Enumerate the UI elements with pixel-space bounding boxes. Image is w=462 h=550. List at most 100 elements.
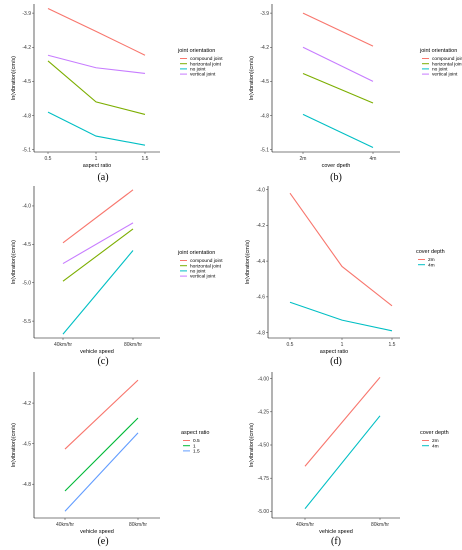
x-tick-label: 1.5 — [142, 156, 149, 162]
y-tick-label: -4.50 — [258, 443, 270, 449]
x-axis-label: aspect ratio — [320, 349, 348, 355]
x-tick-label: 1 — [341, 342, 344, 348]
series-line — [62, 189, 134, 244]
y-tick-label: -3.9 — [260, 11, 269, 17]
x-tick-label: 1 — [95, 156, 98, 162]
y-tick-label: -4.8 — [22, 482, 31, 488]
y-axis-label: ln(vibration)(cm/s) — [245, 240, 251, 284]
x-tick-label: 40km/hr — [54, 342, 72, 348]
legend-label: horizontal joint — [432, 61, 462, 67]
legend-label: 4m — [432, 443, 439, 449]
legend-title: cover depth — [420, 430, 449, 436]
series-line — [289, 301, 393, 332]
x-tick-label: 40km/hr — [56, 522, 74, 528]
legend-title: cover depth — [416, 249, 445, 255]
y-tick-label: -4.5 — [22, 441, 31, 447]
y-tick-label: -4.2 — [22, 401, 31, 407]
series-line — [47, 54, 146, 74]
chart-panel-a: -3.9 -4.2 -4.5 -4.8 -5.1 0.5 1 1.5 aspect ratio l… — [11, 4, 223, 183]
y-tick-label: -5.1 — [260, 147, 269, 153]
y-tick-label: -5.00 — [258, 509, 270, 515]
legend-label: 1 — [193, 443, 196, 449]
y-tick-label: -5.5 — [22, 319, 31, 325]
y-tick-label: -5.0 — [22, 280, 31, 286]
series-line — [304, 376, 381, 467]
legend-label: compound joint — [190, 258, 223, 264]
series-line — [62, 228, 134, 282]
panel-label: (a) — [97, 172, 108, 183]
panel-label: (d) — [330, 356, 342, 367]
chart-panel-b: -3.9 -4.2 -4.5 -4.8 -5.1 2m 4m cover dpeth ln(vi… — [249, 4, 462, 183]
x-axis-label: cover dpeth — [322, 163, 351, 169]
legend-title: joint orientation — [419, 48, 457, 54]
y-tick-label: -3.9 — [22, 11, 31, 17]
series-line — [289, 192, 393, 307]
legend-label: no joint — [190, 269, 206, 275]
panel-label: (f) — [331, 536, 341, 547]
legend-title: joint orientation — [177, 250, 215, 256]
series-line — [302, 72, 374, 104]
x-tick-label: 80km/hr — [129, 522, 147, 528]
legend-label: 0.5 — [193, 438, 200, 444]
x-axis-label: vehicle speed — [80, 349, 114, 355]
y-axis-label: ln(vibration)(cm/s) — [249, 423, 255, 467]
x-tick-label: 4m — [370, 156, 377, 162]
y-axis-label: ln(vibration)(cm/s) — [11, 56, 17, 100]
y-tick-label: -4.00 — [258, 376, 270, 382]
legend-title: joint orientation — [177, 48, 215, 54]
y-tick-label: -4.8 — [22, 113, 31, 119]
y-axis-label: ln(vibration)(cm/s) — [11, 423, 17, 467]
y-tick-label: -4.5 — [260, 79, 269, 85]
series-line — [62, 250, 134, 335]
series-line — [64, 379, 139, 450]
legend-title: aspect ratio — [181, 430, 209, 436]
panel-label: (e) — [97, 536, 108, 547]
y-tick-label: -4.2 — [260, 45, 269, 51]
y-tick-label: -4.4 — [256, 259, 265, 265]
x-tick-label: 80km/hr — [124, 342, 142, 348]
series-line — [302, 113, 374, 148]
y-tick-label: -4.25 — [258, 410, 270, 416]
panel-label: (c) — [97, 356, 108, 367]
legend-label: vertical joint — [190, 274, 216, 280]
series-line — [62, 222, 134, 265]
y-tick-label: -4.0 — [22, 204, 31, 210]
legend-label: vertical joint — [190, 72, 216, 78]
legend-label: vertical joint — [432, 72, 458, 78]
legend-label: horizontal joint — [190, 263, 222, 269]
y-tick-label: -4.8 — [260, 113, 269, 119]
y-tick-label: -4.5 — [22, 242, 31, 248]
y-axis-label: ln(vibration)(cm/s) — [249, 56, 255, 100]
panel-label: (b) — [330, 172, 342, 183]
x-axis-label: aspect ratio — [83, 163, 111, 169]
y-tick-label: -4.5 — [22, 79, 31, 85]
y-tick-label: -4.6 — [256, 295, 265, 301]
x-tick-label: 1.5 — [389, 342, 396, 348]
x-tick-label: 0.5 — [45, 156, 52, 162]
y-tick-label: -4.2 — [256, 223, 265, 229]
x-axis-label: vehicle speed — [80, 529, 114, 535]
legend-label: 2m — [428, 257, 435, 263]
legend-label: 1.5 — [193, 449, 200, 455]
x-axis-label: vehicle speed — [319, 529, 353, 535]
series-line — [47, 8, 146, 56]
y-tick-label: -4.8 — [256, 330, 265, 336]
series-line — [302, 12, 374, 47]
chart-panel-e: -4.2 -4.5 -4.8 40km/hr 80km/hr vehicle speed l… — [11, 372, 209, 547]
series-line — [304, 415, 381, 510]
legend-label: compound joint — [190, 56, 223, 62]
y-tick-label: -4.75 — [258, 476, 270, 482]
chart-panel-d: -4.0 -4.2 -4.4 -4.6 -4.8 0.5 1 1.5 aspect ratio l… — [245, 186, 445, 367]
y-tick-label: -4.2 — [22, 45, 31, 51]
series-line — [64, 432, 139, 512]
legend-label: 2m — [432, 438, 439, 444]
x-tick-label: 0.5 — [287, 342, 294, 348]
series-line — [47, 60, 146, 115]
y-tick-label: -4.0 — [256, 187, 265, 193]
legend-label: 4m — [428, 262, 435, 268]
x-tick-label: 80km/hr — [371, 522, 389, 528]
series-line — [47, 111, 146, 146]
y-tick-label: -5.1 — [22, 147, 31, 153]
x-tick-label: 2m — [300, 156, 307, 162]
y-axis-label: ln(vibration)(cm/s) — [11, 240, 17, 284]
